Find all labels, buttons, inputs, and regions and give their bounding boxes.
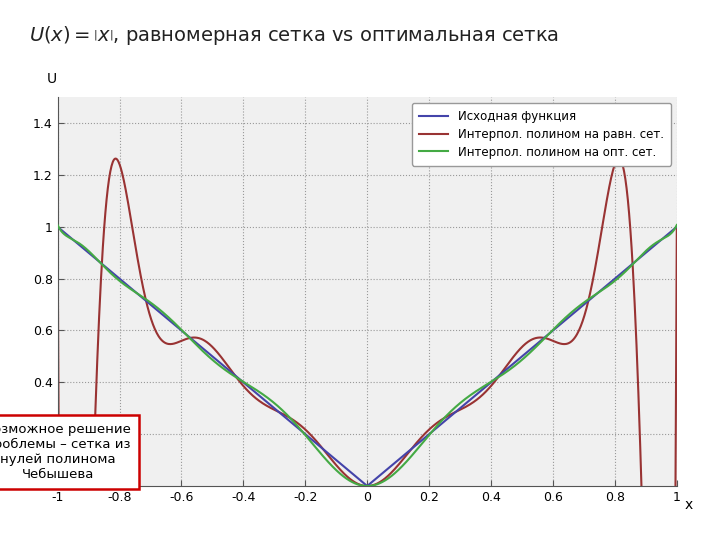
Интерпол. полином на равн. сет. [548,338,557,344]
Исходная функция [536,337,545,343]
Интерпол. полином на опт. сет. [304,435,312,442]
Интерпол. полином на равн. сет. [112,156,120,162]
Line: Интерпол. полином на равн. сет.: Интерпол. полином на равн. сет. [58,159,677,540]
Интерпол. полином на опт. сет. [53,222,62,228]
Интерпол. полином на опт. сет. [326,461,335,468]
Text: $U(x) = \left| x \right|$, равномерная сетка vs оптимальная сетка: $U(x) = \left| x \right|$, равномерная с… [29,24,559,48]
Legend: Исходная функция, Интерпол. полином на равн. сет., Интерпол. полином на опт. сет: Исходная функция, Интерпол. полином на р… [412,103,671,166]
Text: Возможное решение
проблемы – сетка из
нулей полинома
Чебышева: Возможное решение проблемы – сетка из ну… [0,423,131,481]
Исходная функция [479,386,487,392]
Исходная функция [53,224,62,230]
Исходная функция [117,276,125,283]
Интерпол. полином на опт. сет. [548,327,557,334]
Интерпол. полином на опт. сет. [479,383,487,390]
Исходная функция [672,224,681,230]
Интерпол. полином на опт. сет. [117,279,125,285]
Интерпол. полином на равн. сет. [53,224,62,230]
Line: Исходная функция: Исходная функция [58,227,677,486]
Интерпол. полином на равн. сет. [536,334,545,341]
Интерпол. полином на равн. сет. [327,456,336,462]
Интерпол. полином на опт. сет. [672,222,681,228]
Исходная функция [363,483,372,489]
Исходная функция [304,433,312,440]
Line: Интерпол. полином на опт. сет.: Интерпол. полином на опт. сет. [58,225,677,486]
Интерпол. полином на равн. сет. [479,391,487,397]
Интерпол. полином на опт. сет. [536,339,545,345]
Интерпол. полином на равн. сет. [117,167,126,174]
Исходная функция [326,452,335,458]
Интерпол. полином на равн. сет. [305,429,313,436]
Y-axis label: U: U [46,71,56,85]
X-axis label: x: x [685,498,693,512]
Исходная функция [548,328,557,334]
Интерпол. полином на равн. сет. [672,224,681,230]
Интерпол. полином на опт. сет. [363,483,372,489]
